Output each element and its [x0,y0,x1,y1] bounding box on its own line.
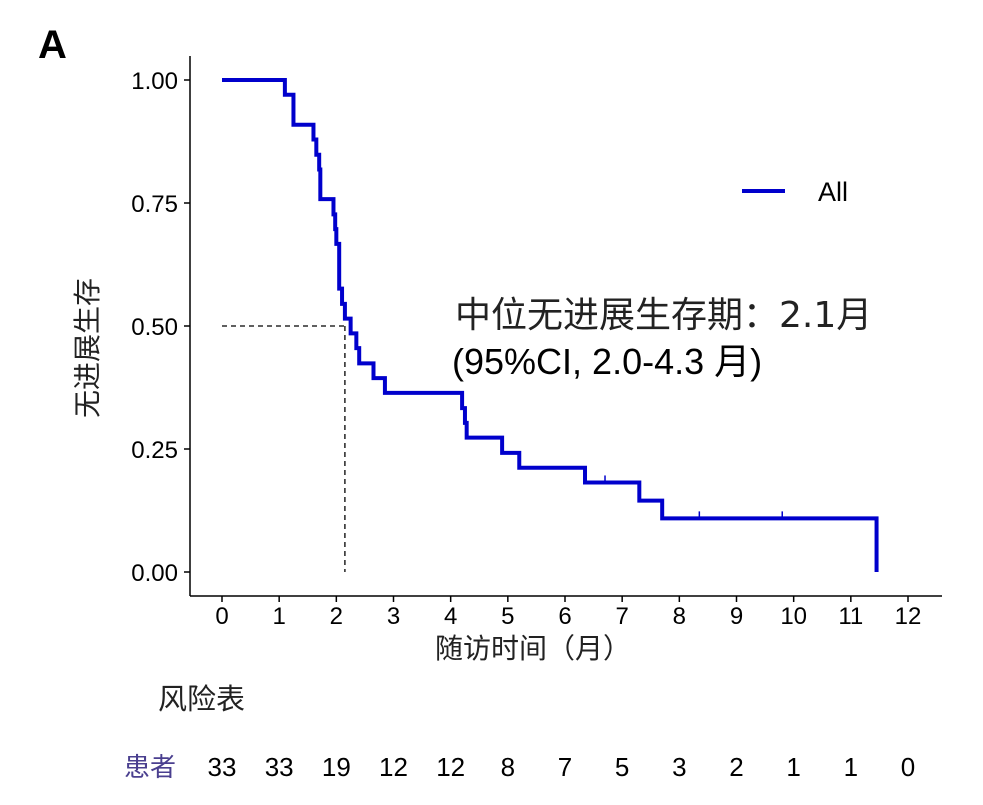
y-tick-label: 0.25 [131,437,178,464]
x-tick-label: 7 [615,603,628,630]
risk-count: 12 [436,752,465,782]
y-tick-label: 1.00 [131,68,178,95]
risk-count: 5 [615,752,629,782]
x-tick-label: 11 [838,603,863,630]
risk-count: 8 [501,752,515,782]
risk-count: 7 [558,752,572,782]
x-tick-label: 2 [330,603,343,630]
y-tick-label: 0.50 [131,314,178,341]
risk-count: 0 [901,752,915,782]
x-tick-label: 9 [730,603,743,630]
risk-count: 19 [322,752,351,782]
risk-count: 3 [672,752,686,782]
x-tick-label: 10 [780,603,807,630]
risk-count: 12 [379,752,408,782]
y-axis-label: 无进展生存 [71,278,104,418]
risk-count: 33 [208,752,237,782]
censor-marks [604,475,783,520]
y-tick-label: 0.00 [131,560,178,587]
x-tick-label: 1 [272,603,285,630]
y-tick-label: 0.75 [131,191,178,218]
y-ticks: 0.00 0.25 0.50 0.75 1.00 [131,68,190,587]
x-axis-label: 随访时间（月） [435,632,631,665]
median-annotation-line2: (95%CI, 2.0-4.3 月) [452,341,762,382]
x-tick-label: 6 [558,603,571,630]
x-tick-label: 5 [501,603,514,630]
risk-count: 2 [729,752,743,782]
median-annotation-line1: 中位无进展生存期：2.1月 [455,295,872,336]
risk-count: 33 [265,752,294,782]
x-tick-label: 4 [444,603,457,630]
risk-table-row-label: 患者 [124,753,176,783]
x-tick-label: 3 [387,603,400,630]
panel-label: A [38,23,67,67]
risk-table-title: 风险表 [158,682,245,716]
x-tick-label: 8 [673,603,686,630]
x-ticks: 0 1 2 3 4 5 6 7 8 9 10 11 12 [215,596,921,630]
risk-count: 1 [786,752,800,782]
risk-count: 1 [844,752,858,782]
x-tick-label: 12 [895,603,922,630]
legend-label-all: All [818,177,848,207]
series-line-all [222,78,879,572]
risk-table-counts: 33 33 19 12 12 8 7 5 3 2 1 1 0 [208,752,916,782]
x-tick-label: 0 [215,603,228,630]
